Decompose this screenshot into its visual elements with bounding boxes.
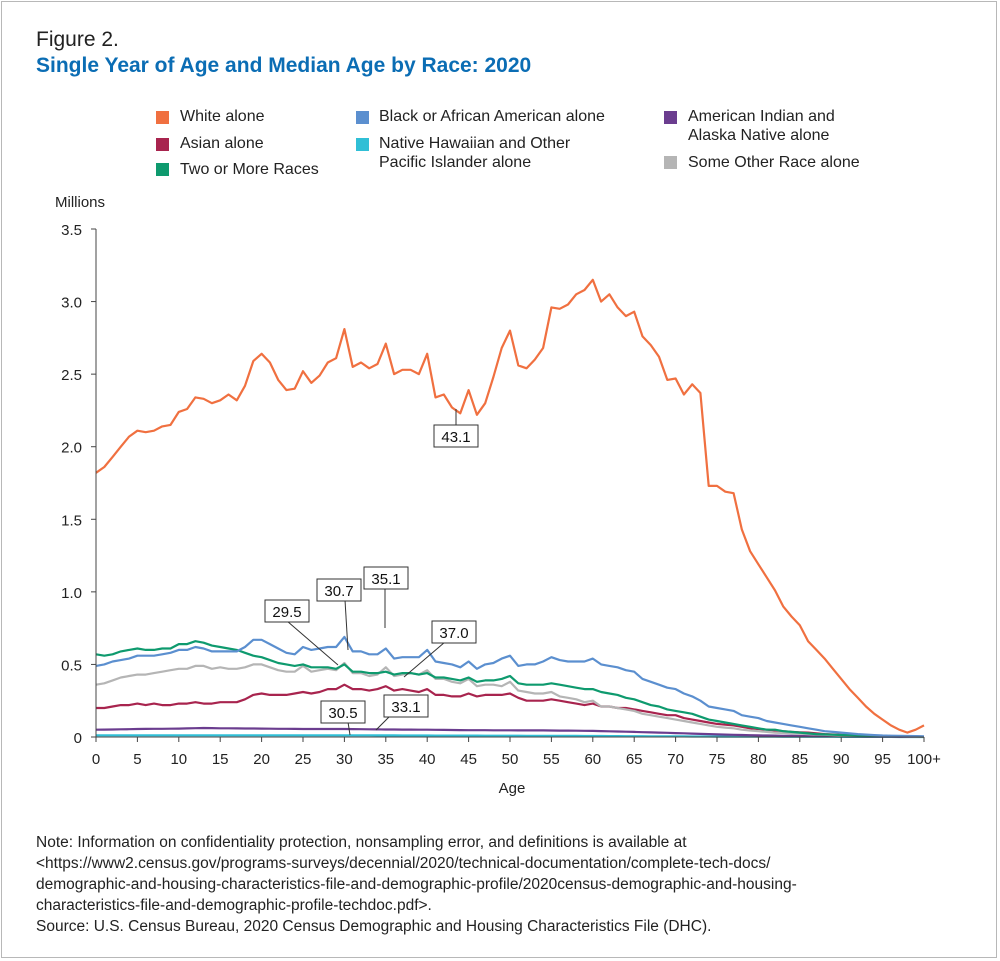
median-callout-box	[316, 578, 362, 602]
figure-label: Figure 2.	[36, 28, 119, 51]
median-leader-line	[347, 721, 351, 736]
median-callout-label: 35.1	[371, 571, 400, 588]
x-tick-label: 80	[750, 751, 767, 768]
y-tick-label: 1.5	[61, 512, 82, 529]
legend-swatch-white	[156, 111, 169, 124]
x-tick-label: 20	[253, 751, 270, 768]
x-tick-label: 55	[543, 751, 560, 768]
legend-swatch-two-or-more	[156, 163, 169, 176]
x-tick-label: 45	[460, 751, 477, 768]
median-leader-line	[344, 599, 349, 651]
x-tick-label: 65	[626, 751, 643, 768]
x-tick-label: 10	[170, 751, 187, 768]
x-tick-label: 100+	[907, 751, 941, 768]
x-tick-label: 95	[874, 751, 891, 768]
median-leader-line	[286, 620, 339, 666]
y-tick-label: 3.5	[61, 222, 82, 239]
legend-label-asian: Asian alone	[180, 135, 264, 152]
x-tick-label: 25	[295, 751, 312, 768]
legend-label-aian-line2: Alaska Native alone	[688, 127, 830, 144]
x-tick-label: 70	[667, 751, 684, 768]
median-callout-box	[431, 620, 477, 644]
legend-label-white: White alone	[180, 108, 265, 125]
x-tick-label: 5	[133, 751, 141, 768]
y-tick-label: 0	[74, 730, 82, 747]
median-callout-box	[264, 599, 310, 623]
x-tick-label: 85	[791, 751, 808, 768]
median-callout-label: 30.7	[324, 583, 353, 600]
series-line-two-or-more-races	[95, 640, 925, 738]
series-line-some-other-race-alone	[95, 661, 925, 738]
legend-label-nhpi-line2: Pacific Islander alone	[379, 154, 532, 171]
note-line-4: characteristics-file-and-demographic-pro…	[36, 897, 432, 914]
figure-title: Single Year of Age and Median Age by Rac…	[36, 54, 532, 77]
legend-swatch-asian	[156, 138, 169, 151]
series-line-black-or-african-american-alone	[95, 635, 925, 738]
x-tick-label: 75	[709, 751, 726, 768]
series-line-white-alone	[95, 278, 925, 734]
median-callout-box	[363, 566, 409, 590]
legend-label-black: Black or African American alone	[379, 108, 605, 125]
y-tick-label: 1.0	[61, 585, 82, 602]
median-callout-label: 37.0	[439, 625, 468, 642]
x-axis-title: Age	[499, 780, 526, 797]
y-tick-label: 3.0	[61, 295, 82, 312]
median-callout-box	[433, 424, 479, 448]
source-line: Source: U.S. Census Bureau, 2020 Census …	[36, 918, 712, 935]
legend-label-aian-line1: American Indian and	[688, 108, 835, 125]
median-callout-label: 43.1	[441, 429, 470, 446]
median-callout-label: 33.1	[391, 699, 420, 716]
x-tick-label: 50	[502, 751, 519, 768]
x-tick-label: 60	[584, 751, 601, 768]
x-tick-label: 0	[92, 751, 100, 768]
y-tick-label: 0.5	[61, 657, 82, 674]
y-tick-label: 2.0	[61, 440, 82, 457]
series-line-american-indian-and-alaska-native-alone	[95, 726, 925, 738]
legend-swatch-black	[356, 111, 369, 124]
legend-swatch-some-other	[664, 156, 677, 169]
x-tick-label: 35	[377, 751, 394, 768]
legend-swatch-nhpi	[356, 138, 369, 151]
median-callout-box	[383, 694, 429, 718]
median-callout-box	[320, 700, 366, 724]
x-tick-label: 30	[336, 751, 353, 768]
legend-label-nhpi-line1: Native Hawaiian and Other	[379, 135, 571, 152]
y-axis-title: Millions	[55, 194, 105, 211]
x-tick-label: 15	[212, 751, 229, 768]
note-line-1: Note: Information on confidentiality pro…	[36, 834, 687, 851]
note-block: Note: Information on confidentiality pro…	[36, 832, 966, 937]
note-line-3: demographic-and-housing-characteristics-…	[36, 876, 797, 893]
x-tick-label: 40	[419, 751, 436, 768]
note-line-2: <https://www2.census.gov/programs-survey…	[36, 855, 771, 872]
x-tick-label: 90	[833, 751, 850, 768]
median-leader-line	[375, 715, 391, 731]
line-chart: Millions Age 0 0.5 1.0 1.5 2.0 2.5 3.0 3.5 0 5 10 1…	[55, 194, 941, 797]
y-tick-label: 2.5	[61, 367, 82, 384]
legend-label-some-other: Some Other Race alone	[688, 154, 860, 171]
median-callout-label: 29.5	[272, 604, 301, 621]
median-leader-line	[403, 641, 446, 678]
legend-label-two-or-more: Two or More Races	[180, 161, 319, 178]
median-callout-label: 30.5	[328, 705, 357, 722]
legend-swatch-aian	[664, 111, 677, 124]
